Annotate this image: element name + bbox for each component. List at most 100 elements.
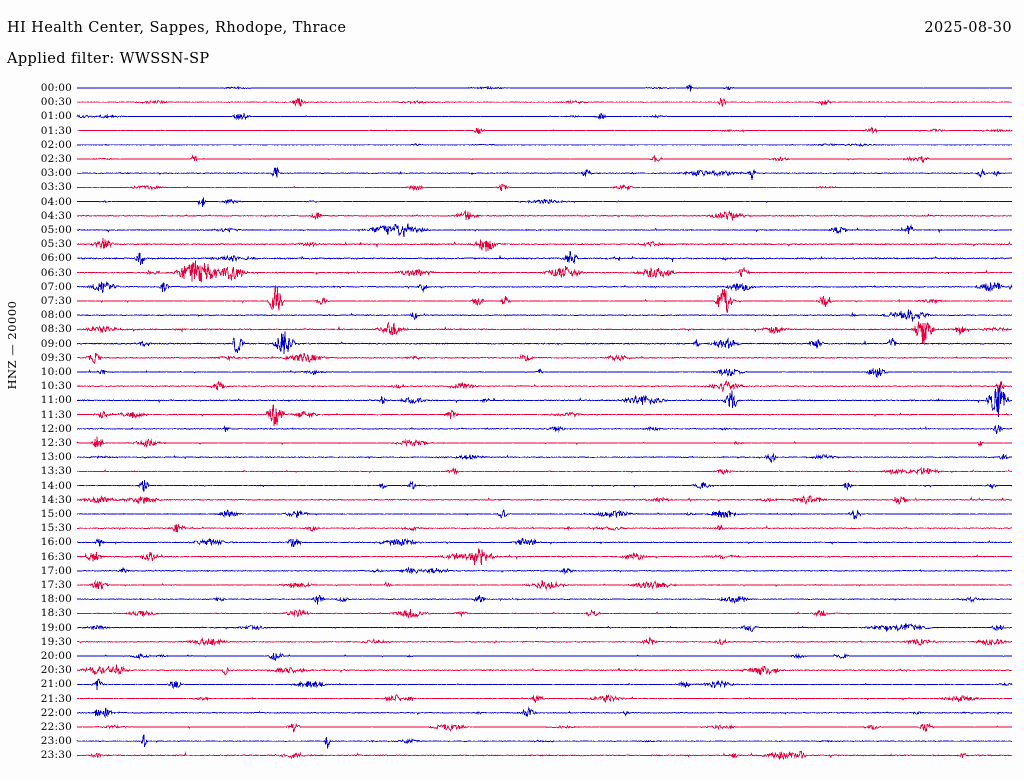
trace-line bbox=[76, 154, 1013, 164]
time-label: 06:00 bbox=[40, 252, 72, 265]
trace-line bbox=[76, 285, 1013, 313]
time-label: 10:00 bbox=[40, 366, 72, 378]
record-date: 2025-08-30 bbox=[924, 20, 1012, 36]
trace-line bbox=[76, 166, 1013, 181]
trace-line bbox=[76, 547, 1013, 565]
time-label: 20:30 bbox=[40, 664, 72, 677]
trace-line bbox=[76, 495, 1013, 505]
trace-line bbox=[76, 694, 1013, 704]
time-label: 11:30 bbox=[40, 408, 72, 421]
time-label: 06:30 bbox=[40, 266, 72, 279]
time-label: 17:00 bbox=[40, 564, 72, 577]
trace-line bbox=[76, 309, 1013, 322]
time-label: 15:30 bbox=[40, 522, 72, 535]
time-label: 02:30 bbox=[40, 153, 72, 165]
time-label: 05:30 bbox=[40, 238, 72, 251]
time-label: 00:00 bbox=[40, 82, 72, 94]
time-label: 04:00 bbox=[40, 195, 72, 208]
trace-line bbox=[76, 750, 1013, 760]
time-label: 19:30 bbox=[40, 635, 72, 648]
trace-line bbox=[76, 260, 1013, 284]
trace-line bbox=[76, 384, 1013, 418]
trace-line bbox=[76, 367, 1013, 378]
trace-line bbox=[76, 209, 1013, 222]
time-label: 03:30 bbox=[40, 181, 72, 194]
trace-line bbox=[76, 466, 1013, 476]
time-label: 01:30 bbox=[40, 124, 72, 137]
time-label: 18:00 bbox=[40, 593, 72, 606]
trace-line bbox=[76, 706, 1013, 719]
trace-line bbox=[76, 594, 1013, 605]
time-label: 13:30 bbox=[40, 465, 72, 478]
trace-line bbox=[76, 197, 1013, 208]
time-label: 20:00 bbox=[40, 650, 72, 662]
page-title: HI Health Center, Sappes, Rhodope, Thrac… bbox=[7, 20, 347, 36]
time-axis: 00:00 00:30 01:00 01:30 02:00 02:30 03:00 03:30… bbox=[0, 78, 77, 778]
time-label: 23:00 bbox=[40, 735, 72, 748]
time-label: 19:00 bbox=[40, 621, 72, 634]
trace-line bbox=[76, 223, 1013, 237]
trace-line bbox=[76, 380, 1013, 393]
time-label: 09:00 bbox=[40, 337, 72, 350]
time-label: 14:00 bbox=[40, 479, 72, 492]
seismogram-traces bbox=[76, 84, 1013, 760]
trace-line bbox=[76, 722, 1013, 733]
time-label: 22:00 bbox=[40, 706, 72, 719]
trace-line bbox=[76, 566, 1013, 575]
time-label: 09:30 bbox=[40, 351, 72, 364]
time-label: 10:30 bbox=[40, 380, 72, 393]
trace-line bbox=[76, 636, 1013, 647]
time-label: 12:30 bbox=[40, 437, 72, 449]
time-label: 22:30 bbox=[40, 721, 72, 733]
trace-line bbox=[76, 331, 1013, 354]
applied-filter-label: Applied filter: WWSSN-SP bbox=[7, 51, 210, 67]
trace-line bbox=[76, 424, 1013, 435]
time-label: 16:30 bbox=[40, 550, 72, 563]
trace-line bbox=[76, 678, 1013, 690]
time-label: 07:00 bbox=[40, 280, 72, 293]
time-label: 14:30 bbox=[40, 493, 72, 506]
time-label: 04:30 bbox=[40, 209, 72, 222]
trace-line bbox=[76, 664, 1013, 676]
time-label: 21:30 bbox=[40, 692, 72, 705]
time-label: 01:00 bbox=[40, 110, 72, 123]
time-label: 23:30 bbox=[40, 749, 72, 762]
trace-line bbox=[76, 652, 1013, 662]
trace-line bbox=[76, 112, 1013, 121]
trace-line bbox=[76, 142, 1013, 147]
trace-line bbox=[76, 126, 1013, 134]
time-label: 18:30 bbox=[40, 607, 72, 620]
helicorder-plot bbox=[0, 78, 1024, 778]
time-label: 12:00 bbox=[40, 422, 72, 435]
time-label: 08:30 bbox=[40, 323, 72, 336]
trace-line bbox=[76, 608, 1013, 619]
time-label: 07:30 bbox=[40, 295, 72, 307]
trace-line bbox=[76, 250, 1013, 266]
trace-line bbox=[76, 523, 1013, 533]
time-label: 08:00 bbox=[40, 309, 72, 322]
trace-line bbox=[76, 509, 1013, 520]
trace-line bbox=[76, 452, 1013, 463]
time-label: 13:00 bbox=[40, 451, 72, 464]
time-label: 00:30 bbox=[40, 96, 72, 109]
trace-line bbox=[76, 321, 1013, 344]
time-label: 03:00 bbox=[40, 167, 72, 180]
trace-line bbox=[76, 97, 1013, 107]
trace-line bbox=[76, 623, 1013, 633]
trace-line bbox=[76, 84, 1013, 92]
trace-line bbox=[76, 238, 1013, 252]
time-label: 11:00 bbox=[40, 394, 72, 407]
time-label: 05:00 bbox=[40, 224, 72, 236]
trace-line bbox=[76, 579, 1013, 591]
time-label: 21:00 bbox=[40, 678, 72, 691]
time-label: 02:00 bbox=[40, 138, 72, 151]
trace-line bbox=[76, 404, 1013, 427]
trace-line bbox=[76, 184, 1013, 192]
trace-line bbox=[76, 352, 1013, 365]
trace-line bbox=[76, 734, 1013, 749]
time-label: 17:30 bbox=[40, 579, 72, 591]
trace-line bbox=[76, 480, 1013, 493]
trace-line bbox=[76, 537, 1013, 548]
time-label: 16:00 bbox=[40, 536, 72, 549]
trace-line bbox=[76, 281, 1013, 294]
